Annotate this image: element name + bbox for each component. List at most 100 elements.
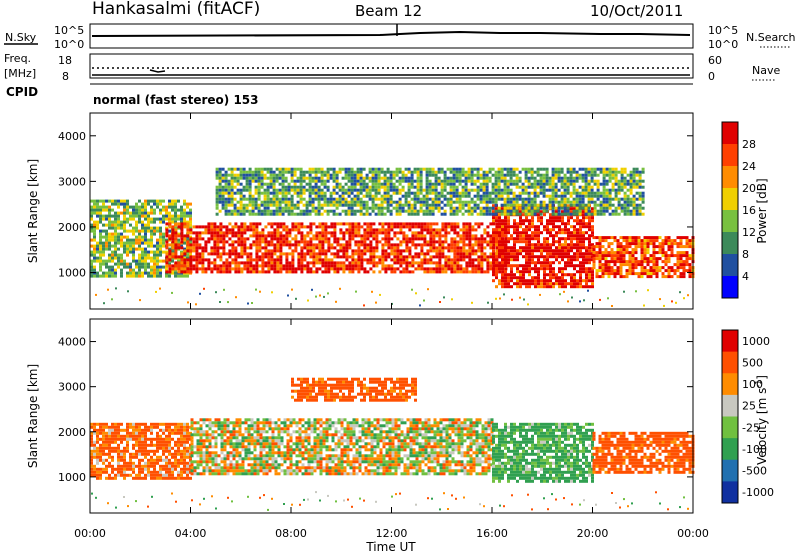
- heatmap-cell: [453, 270, 457, 274]
- heatmap-cell: [381, 249, 385, 253]
- heatmap-cell: [353, 188, 357, 192]
- heatmap-cell: [368, 170, 372, 174]
- heatmap-cell: [548, 194, 552, 198]
- heatmap-cell: [356, 173, 360, 177]
- heatmap-cell: [543, 258, 546, 262]
- heatmap-cell: [290, 188, 294, 192]
- heatmap-cell: [549, 213, 552, 217]
- heatmap-cell: [324, 252, 328, 256]
- heatmap-cell: [285, 228, 289, 232]
- heatmap-cell: [378, 270, 382, 274]
- heatmap-cell: [201, 264, 205, 268]
- heatmap-cell: [477, 246, 481, 250]
- heatmap-cell: [534, 264, 537, 268]
- heatmap-cell: [551, 191, 555, 195]
- heatmap-cell: [474, 258, 478, 262]
- heatmap-cell: [348, 246, 352, 250]
- heatmap-cell: [215, 170, 219, 174]
- mode-text: normal (fast stereo) 153: [93, 93, 259, 107]
- heatmap-cell: [300, 231, 304, 235]
- heatmap-cell: [595, 245, 599, 249]
- heatmap-cell: [275, 191, 279, 195]
- heatmap-cell: [306, 240, 310, 244]
- heatmap-cell: [299, 194, 303, 198]
- heatmap-cell: [572, 167, 576, 171]
- heatmap-cell: [282, 237, 286, 241]
- heatmap-cell: [474, 234, 478, 238]
- heatmap-cell: [537, 231, 540, 235]
- heatmap-cell: [525, 216, 528, 220]
- heatmap-cell: [557, 176, 561, 180]
- heatmap-cell: [222, 252, 226, 256]
- heatmap-cell: [533, 203, 537, 207]
- heatmap-cell: [246, 225, 250, 229]
- heatmap-cell: [93, 274, 96, 278]
- heatmap-cell: [168, 264, 172, 268]
- heatmap-cell: [477, 240, 481, 244]
- heatmap-cell: [507, 228, 510, 232]
- heatmap-cell: [159, 226, 162, 230]
- heatmap-cell: [243, 249, 247, 253]
- heatmap-cell: [251, 197, 255, 201]
- heatmap-cell: [450, 264, 454, 268]
- heatmap-cell: [438, 255, 442, 259]
- heatmap-cell: [582, 213, 585, 217]
- heatmap-cell: [117, 253, 120, 257]
- heatmap-cell: [646, 248, 650, 252]
- heatmap-cell: [423, 237, 427, 241]
- heatmap-cell: [306, 261, 310, 265]
- heatmap-cell: [120, 241, 123, 245]
- heatmap-cell: [628, 236, 632, 240]
- nsearch-label: N.Search: [746, 31, 796, 44]
- heatmap-cell: [548, 200, 552, 204]
- heatmap-cell: [189, 264, 193, 268]
- heatmap-cell: [93, 268, 96, 272]
- heatmap-cell: [491, 167, 495, 171]
- heatmap-cell: [227, 194, 231, 198]
- heatmap-cell: [210, 237, 214, 241]
- heatmap-cell: [452, 194, 456, 198]
- heatmap-cell: [242, 194, 246, 198]
- heatmap-cell: [631, 236, 635, 240]
- heatmap-cell: [561, 285, 564, 289]
- heatmap-cell: [453, 228, 457, 232]
- heatmap-cell: [501, 231, 504, 235]
- heatmap-cell: [249, 222, 253, 226]
- heatmap-cell: [218, 194, 222, 198]
- heatmap-cell: [504, 219, 507, 223]
- heatmap-cell: [444, 246, 448, 250]
- heatmap-cell: [249, 261, 253, 265]
- heatmap-cell: [509, 200, 513, 204]
- heatmap-cell: [260, 209, 264, 213]
- heatmap-cell: [168, 211, 171, 215]
- heatmap-cell: [168, 214, 171, 218]
- heatmap-cell: [213, 240, 217, 244]
- heatmap-cell: [255, 255, 259, 259]
- heatmap-cell: [360, 255, 364, 259]
- heatmap-cell: [305, 188, 309, 192]
- heatmap-cell: [204, 267, 208, 271]
- heatmap-cell: [437, 203, 441, 207]
- heatmap-cell: [575, 200, 579, 204]
- heatmap-cell: [129, 271, 132, 275]
- heatmap-cell: [622, 254, 626, 258]
- heatmap-cell: [579, 279, 582, 283]
- heatmap-cell: [470, 176, 474, 180]
- heatmap-cell: [330, 234, 334, 238]
- heatmap-cell: [507, 276, 510, 280]
- heatmap-cell: [374, 173, 378, 177]
- heatmap-cell: [320, 197, 324, 201]
- heatmap-cell: [542, 185, 546, 189]
- heatmap-cell: [290, 194, 294, 198]
- heatmap-cell: [579, 240, 582, 244]
- heatmap-cell: [105, 274, 108, 278]
- heatmap-cell: [231, 261, 235, 265]
- heatmap-cell: [539, 167, 543, 171]
- heatmap-cell: [546, 267, 549, 271]
- heatmap-cell: [120, 238, 123, 242]
- heatmap-cell: [213, 267, 217, 271]
- heatmap-cell: [428, 197, 432, 201]
- heatmap-cell: [285, 243, 289, 247]
- heatmap-cell: [566, 200, 570, 204]
- heatmap-cell: [416, 197, 420, 201]
